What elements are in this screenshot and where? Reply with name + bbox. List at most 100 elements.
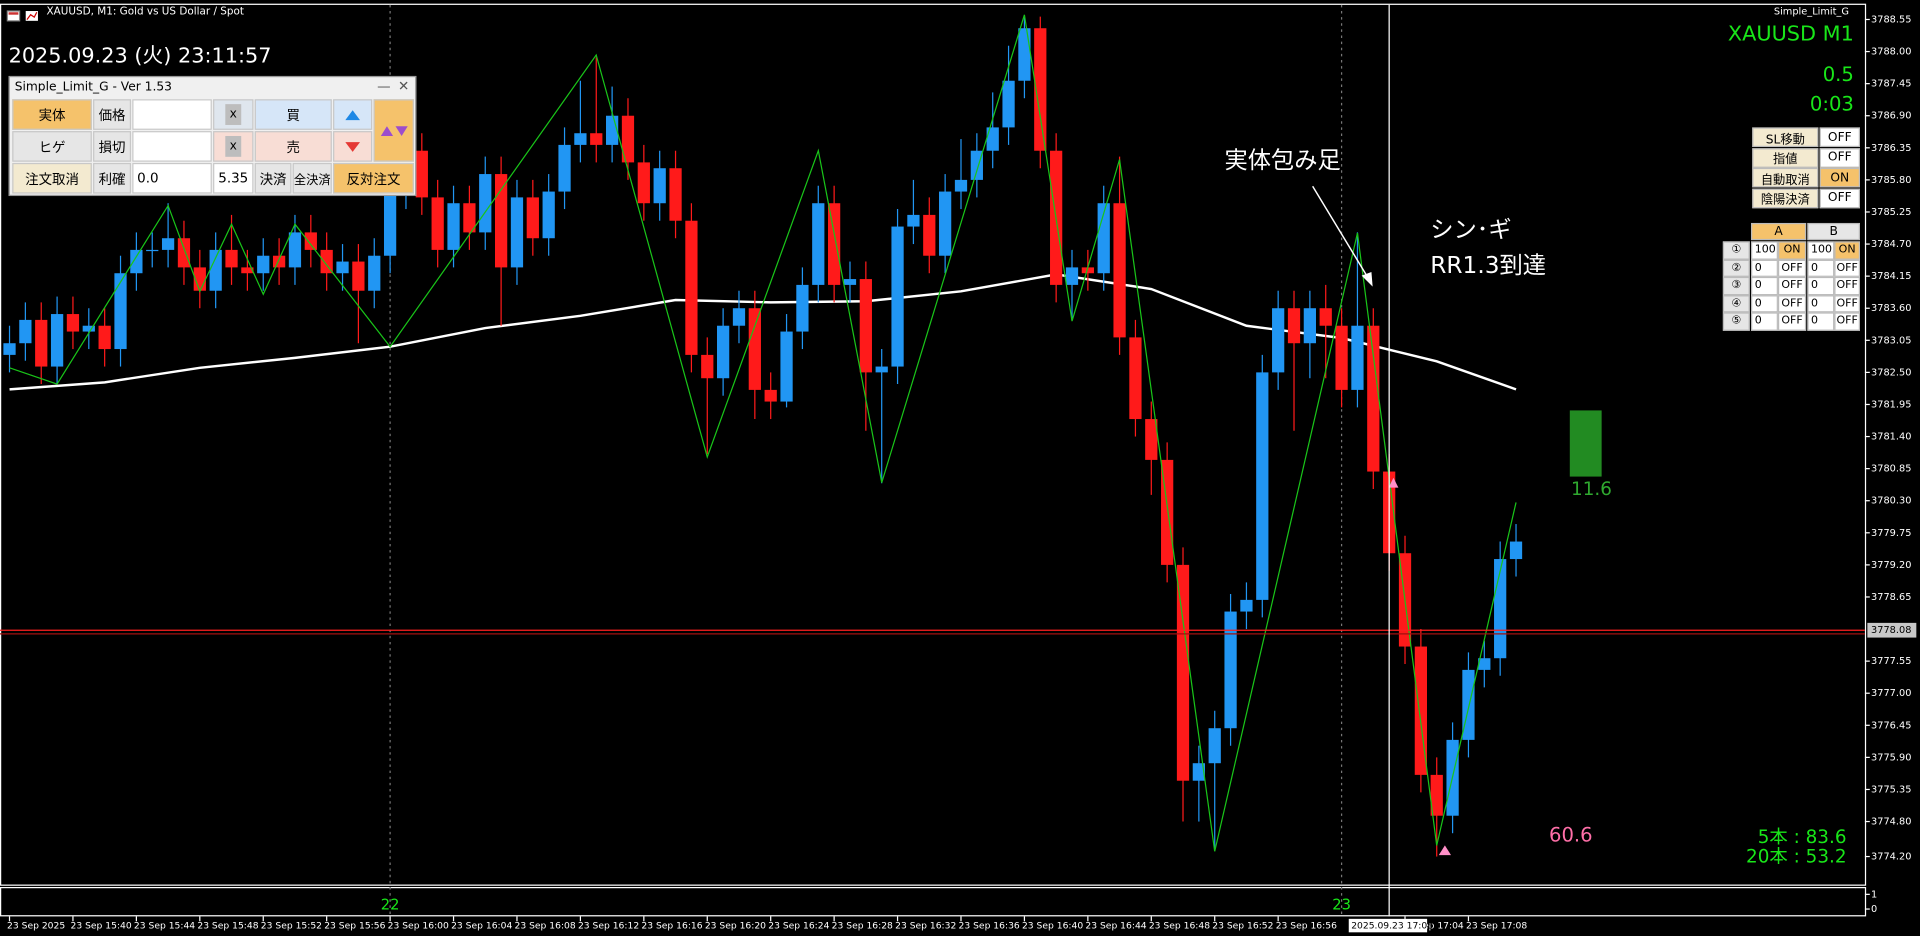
status-state[interactable]: OFF <box>1819 147 1861 168</box>
y-tick-label: 3787.45 <box>1871 79 1911 90</box>
stat-line: 5本 : 83.6 <box>1757 825 1847 848</box>
candle-body <box>1494 559 1507 659</box>
candle-body <box>1367 325 1380 472</box>
x-tick-label: 23 Sep 17:08 <box>1466 921 1527 932</box>
status-state[interactable]: ON <box>1819 167 1861 188</box>
current-price-box <box>1867 622 1917 638</box>
close-button[interactable]: ✕ <box>397 78 410 95</box>
candle-body <box>812 203 825 285</box>
cancel-button[interactable]: 注文取消 <box>12 162 92 194</box>
candle-body <box>1351 325 1364 390</box>
candle-body <box>685 220 698 355</box>
minimize-button[interactable]: — <box>377 78 391 95</box>
wick-button[interactable]: ヒゲ <box>12 131 92 162</box>
candle-body <box>891 226 904 367</box>
up-button[interactable] <box>333 99 373 130</box>
candle-body <box>1097 203 1110 274</box>
ab-cell: OFF <box>1834 294 1861 313</box>
y-tick-label: 3784.70 <box>1871 239 1911 250</box>
box-value: 11.6 <box>1571 477 1612 500</box>
signal-marker <box>1388 477 1399 488</box>
candle-body <box>1034 28 1047 151</box>
x-tick-label: 23 Sep 15:52 <box>261 921 322 932</box>
icons <box>6 10 38 22</box>
candle-body <box>1113 203 1126 338</box>
candle-body <box>19 319 32 344</box>
body-button[interactable]: 実体 <box>12 99 92 130</box>
cursor-label: 2025.09.23 17:03 <box>1351 921 1433 932</box>
candle-body <box>558 144 571 192</box>
candle-body <box>923 214 936 256</box>
y-tick-label: 3786.90 <box>1871 111 1911 122</box>
separator-label: 22 <box>381 896 400 913</box>
y-tick-label: 3781.95 <box>1871 399 1911 410</box>
candle-body <box>986 127 999 151</box>
candle-body <box>574 133 587 145</box>
ab-cell: ① <box>1722 241 1750 260</box>
candle-body <box>1018 28 1031 81</box>
candle-body <box>494 174 508 268</box>
toggle-button[interactable] <box>373 99 414 162</box>
annotation: RR1.3到達 <box>1430 252 1547 280</box>
x-tick-label: 23 Sep 15:56 <box>324 921 385 932</box>
y-tick-label: 3785.25 <box>1871 207 1911 218</box>
y-tick-label: 3775.90 <box>1871 752 1911 763</box>
x-tick-label: 23 Sep 16:32 <box>895 921 956 932</box>
x-tick-label: 23 Sep 16:12 <box>578 921 639 932</box>
price-clear-cell: x <box>213 99 254 130</box>
ab-cell: 0 <box>1751 259 1778 277</box>
candle-body <box>669 168 682 221</box>
stop-clear[interactable]: x <box>224 135 242 157</box>
candle-body <box>304 232 317 250</box>
y-tick-label: 3776.45 <box>1871 720 1911 731</box>
down-icon <box>345 141 361 152</box>
candle-body <box>526 197 539 239</box>
x-tick-label: 23 Sep 2025 <box>7 921 65 932</box>
price-label: 価格 <box>93 99 132 130</box>
candle-body <box>352 261 365 291</box>
candle-body <box>1224 611 1237 729</box>
stop-input[interactable] <box>132 131 212 162</box>
y-tick-label: 3782.50 <box>1871 367 1911 378</box>
candle-body <box>653 168 666 204</box>
candle-body <box>1129 337 1142 420</box>
price-input[interactable] <box>132 99 212 130</box>
sell-button[interactable]: 売 <box>254 131 332 162</box>
annotation-arrow <box>1312 185 1370 280</box>
price-clear[interactable]: x <box>224 104 242 125</box>
reverse-button[interactable]: 反対注文 <box>333 162 414 194</box>
x-tick-label: 23 Sep 16:52 <box>1212 921 1273 932</box>
y-tick-label: 3783.05 <box>1871 335 1911 346</box>
signal-marker <box>1438 845 1452 856</box>
y-tick-label: 3779.20 <box>1871 560 1911 571</box>
candle-body <box>320 249 333 274</box>
buy-button[interactable]: 買 <box>254 99 332 130</box>
x-tick-label: 23 Sep 15:48 <box>197 921 258 932</box>
current-price-label: 3778.08 <box>1871 625 1911 636</box>
indicator-frame <box>0 886 1867 917</box>
candle-body <box>383 191 397 256</box>
status-state[interactable]: OFF <box>1819 127 1861 148</box>
x-tick-label: 23 Sep 15:44 <box>134 921 195 932</box>
y-tick-label: 3780.85 <box>1871 464 1911 475</box>
take-input[interactable]: 0.0 <box>132 162 212 194</box>
down-button[interactable] <box>333 131 373 162</box>
arrow-head <box>1361 271 1373 287</box>
symbol-info: XAUUSD, M1: Gold vs US Dollar / Spot <box>46 6 244 19</box>
y-tick-label: 3774.20 <box>1871 852 1911 863</box>
ab-cell: ON <box>1834 241 1861 260</box>
lot-input[interactable]: 5.35 <box>213 162 254 194</box>
close-position-button[interactable]: 決済 <box>254 162 292 194</box>
ab-cell: 100 <box>1751 241 1778 260</box>
candle-body <box>859 279 872 373</box>
take-label: 利確 <box>93 162 132 194</box>
ab-cell: ② <box>1722 259 1750 277</box>
ab-cell: OFF <box>1777 259 1807 277</box>
y-tick-label: 3784.15 <box>1871 271 1911 282</box>
close-all-button[interactable]: 全決済 <box>292 162 332 194</box>
candle-body <box>1065 267 1079 285</box>
status-state[interactable]: OFF <box>1819 188 1861 208</box>
clock: 2025.09.23 (火) 23:11:57 <box>8 44 272 69</box>
